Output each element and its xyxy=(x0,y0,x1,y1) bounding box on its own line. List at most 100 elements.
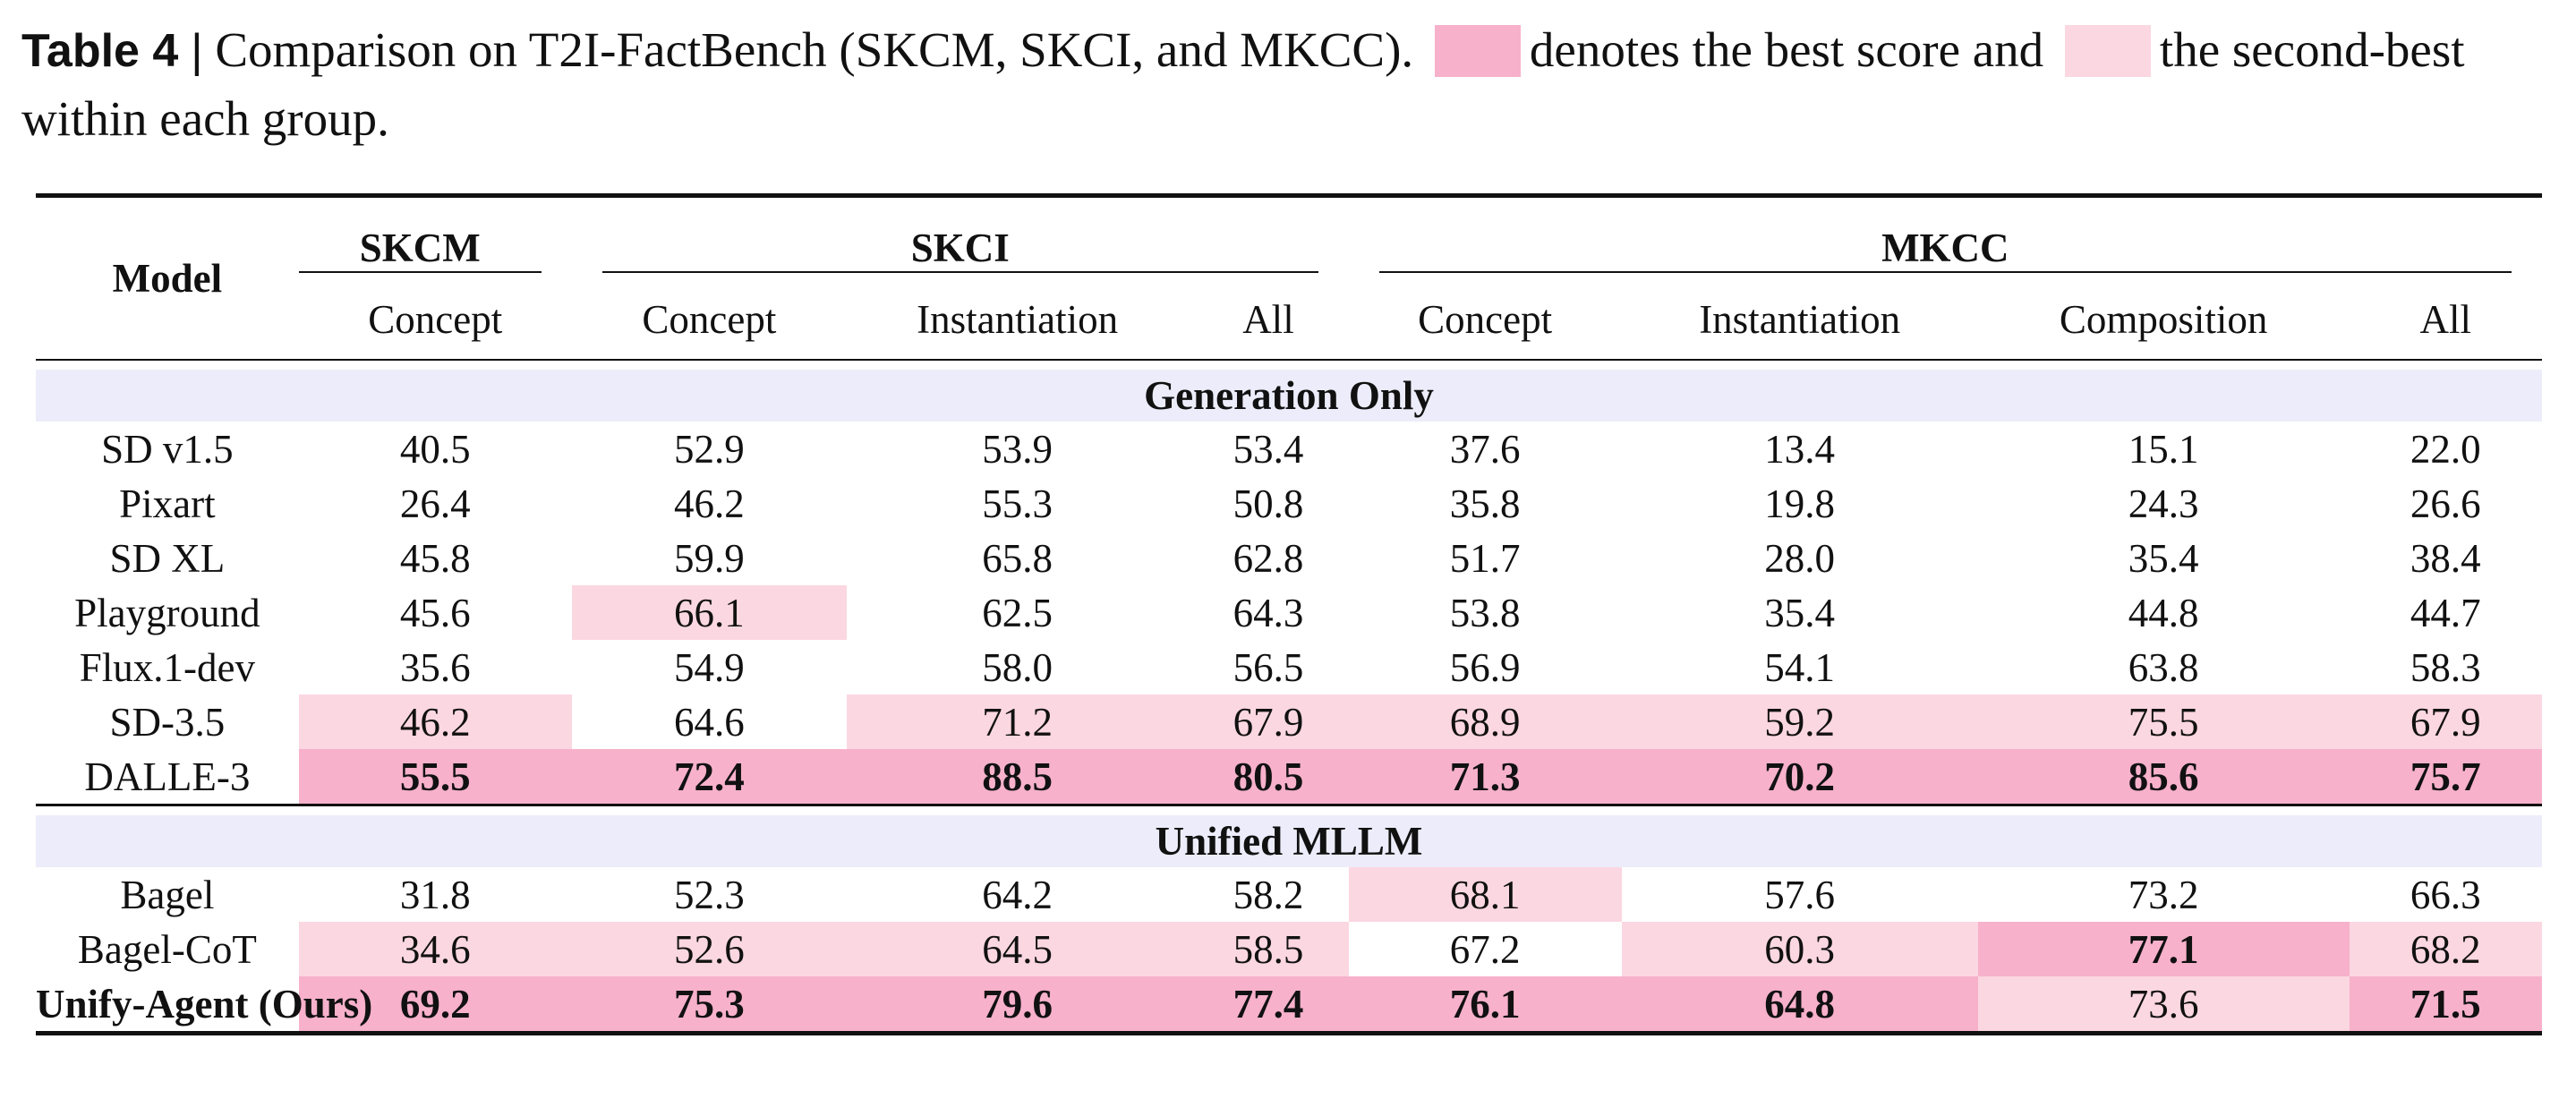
score-cell: 56.9 xyxy=(1449,644,1521,690)
table-row: Playground 45.6 66.1 62.5 64.3 53.8 35.4 44.8 44… xyxy=(36,585,2542,640)
table-body: Generation Only SD v1.5 40.5 52.9 53.9 53.4 37… xyxy=(36,360,2542,1035)
model-name-cell: Playground xyxy=(74,590,260,635)
subcolumn-header: All xyxy=(2349,280,2542,361)
subcolumn-header: Instantiation xyxy=(1621,280,1978,361)
score-cell: 66.1 xyxy=(571,585,847,640)
score-cell: 54.9 xyxy=(674,644,745,690)
section-header-row: Unified MLLM xyxy=(36,815,2542,867)
score-cell: 44.8 xyxy=(2128,590,2199,635)
score-cell: 77.4 xyxy=(1188,976,1349,1035)
subcolumn-header: Concept xyxy=(1348,280,1622,361)
score-cell: 35.6 xyxy=(399,644,471,690)
caption-text-2: denotes the best score and xyxy=(1529,22,2044,77)
score-cell: 52.9 xyxy=(674,426,745,472)
score-cell: 71.5 xyxy=(2349,976,2542,1035)
caption-text-1: Comparison on T2I-FactBench (SKCM, SKCI,… xyxy=(215,22,1414,77)
subcolumn-header: All xyxy=(1188,280,1349,361)
score-cell: 58.2 xyxy=(1233,872,1304,917)
score-cell: 59.9 xyxy=(674,535,745,581)
score-cell: 76.1 xyxy=(1348,976,1622,1035)
subcolumn-header: Composition xyxy=(1977,280,2350,361)
score-cell: 64.8 xyxy=(1621,976,1978,1035)
comparison-table: Model SKCM SKCI MKCC Concept Concept Ins… xyxy=(36,193,2542,1035)
model-column-header: Model xyxy=(36,193,299,361)
score-cell: 80.5 xyxy=(1188,749,1349,806)
score-cell: 85.6 xyxy=(1977,749,2350,806)
score-cell: 44.7 xyxy=(2410,590,2481,635)
score-cell: 64.3 xyxy=(1233,590,1304,635)
spacer-row xyxy=(36,805,2542,816)
score-cell: 75.3 xyxy=(571,976,847,1035)
table-header: Model SKCM SKCI MKCC Concept Concept Ins… xyxy=(36,193,2542,361)
score-cell: 22.0 xyxy=(2410,426,2481,472)
table-row: SD-3.5 46.2 64.6 71.2 67.9 68.9 59.2 75.5 67.9 xyxy=(36,694,2542,749)
group-header-mkcc: MKCC xyxy=(1348,193,2542,280)
score-cell: 88.5 xyxy=(847,749,1189,806)
table-row: Unify-Agent (Ours) 69.2 75.3 79.6 77.4 76.1 64… xyxy=(36,976,2542,1035)
score-cell: 24.3 xyxy=(2128,481,2199,526)
score-cell: 64.6 xyxy=(674,699,745,745)
score-cell: 60.3 xyxy=(1621,922,1978,976)
score-cell: 35.4 xyxy=(2128,535,2199,581)
score-cell: 75.7 xyxy=(2349,749,2542,806)
model-name-cell: SD XL xyxy=(109,535,226,581)
second-best-color-swatch xyxy=(2064,25,2151,77)
caption-label: Table 4 xyxy=(21,25,179,77)
score-cell: 15.1 xyxy=(2128,426,2199,472)
score-cell: 34.6 xyxy=(298,922,572,976)
score-cell: 52.3 xyxy=(674,872,745,917)
score-cell: 58.0 xyxy=(982,644,1053,690)
score-cell: 62.8 xyxy=(1233,535,1304,581)
score-cell: 58.3 xyxy=(2410,644,2481,690)
score-cell: 45.6 xyxy=(399,590,471,635)
table-row: Bagel 31.8 52.3 64.2 58.2 68.1 57.6 73.2 66.3 xyxy=(36,867,2542,922)
score-cell: 64.5 xyxy=(847,922,1189,976)
table-row: SD v1.5 40.5 52.9 53.9 53.4 37.6 13.4 15.1 22.0 xyxy=(36,422,2542,476)
group-header-skcm: SKCM xyxy=(298,193,572,280)
table-caption: Table 4 | Comparison on T2I-FactBench (S… xyxy=(21,16,2555,153)
score-cell: 57.6 xyxy=(1764,872,1836,917)
model-name-cell: Unify-Agent (Ours) xyxy=(36,976,372,1035)
score-cell: 64.2 xyxy=(982,872,1053,917)
model-name-cell: Pixart xyxy=(119,481,216,526)
score-cell: 40.5 xyxy=(399,426,471,472)
score-cell: 70.2 xyxy=(1621,749,1978,806)
score-cell: 55.5 xyxy=(298,749,572,806)
best-color-swatch xyxy=(1434,25,1521,77)
score-cell: 45.8 xyxy=(399,535,471,581)
model-name-cell: Bagel-CoT xyxy=(77,926,257,972)
score-cell: 62.5 xyxy=(982,590,1053,635)
score-cell: 31.8 xyxy=(399,872,471,917)
score-cell: 35.4 xyxy=(1764,590,1836,635)
score-cell: 69.2 xyxy=(298,976,572,1035)
score-cell: 67.2 xyxy=(1449,926,1521,972)
spacer-row xyxy=(36,360,2542,370)
score-cell: 58.5 xyxy=(1188,922,1349,976)
score-cell: 68.9 xyxy=(1348,694,1622,749)
score-cell: 51.7 xyxy=(1449,535,1521,581)
score-cell: 38.4 xyxy=(2410,535,2481,581)
table-row: Pixart 26.4 46.2 55.3 50.8 35.8 19.8 24.3 26.6 xyxy=(36,476,2542,531)
score-cell: 67.9 xyxy=(1188,694,1349,749)
group-header-skci: SKCI xyxy=(571,193,1349,280)
model-name-cell: SD-3.5 xyxy=(109,699,226,745)
model-name-cell: DALLE-3 xyxy=(36,749,299,806)
model-name-cell: SD v1.5 xyxy=(101,426,234,472)
table-row: Flux.1-dev 35.6 54.9 58.0 56.5 56.9 54.1 63.8 58… xyxy=(36,640,2542,694)
score-cell: 26.6 xyxy=(2410,481,2481,526)
subcolumn-header: Concept xyxy=(571,280,847,361)
caption-text-3: the second-best within each group. xyxy=(21,22,2465,146)
score-cell: 56.5 xyxy=(1233,644,1304,690)
model-name-cell: Flux.1-dev xyxy=(79,644,256,690)
score-cell: 68.1 xyxy=(1348,867,1622,922)
score-cell: 71.2 xyxy=(847,694,1189,749)
score-cell: 55.3 xyxy=(982,481,1053,526)
score-cell: 66.3 xyxy=(2410,872,2481,917)
subcolumn-header: Instantiation xyxy=(847,280,1189,361)
score-cell: 77.1 xyxy=(1977,922,2350,976)
score-cell: 71.3 xyxy=(1348,749,1622,806)
score-cell: 68.2 xyxy=(2349,922,2542,976)
score-cell: 53.8 xyxy=(1449,590,1521,635)
score-cell: 67.9 xyxy=(2349,694,2542,749)
caption-separator: | xyxy=(191,25,203,77)
